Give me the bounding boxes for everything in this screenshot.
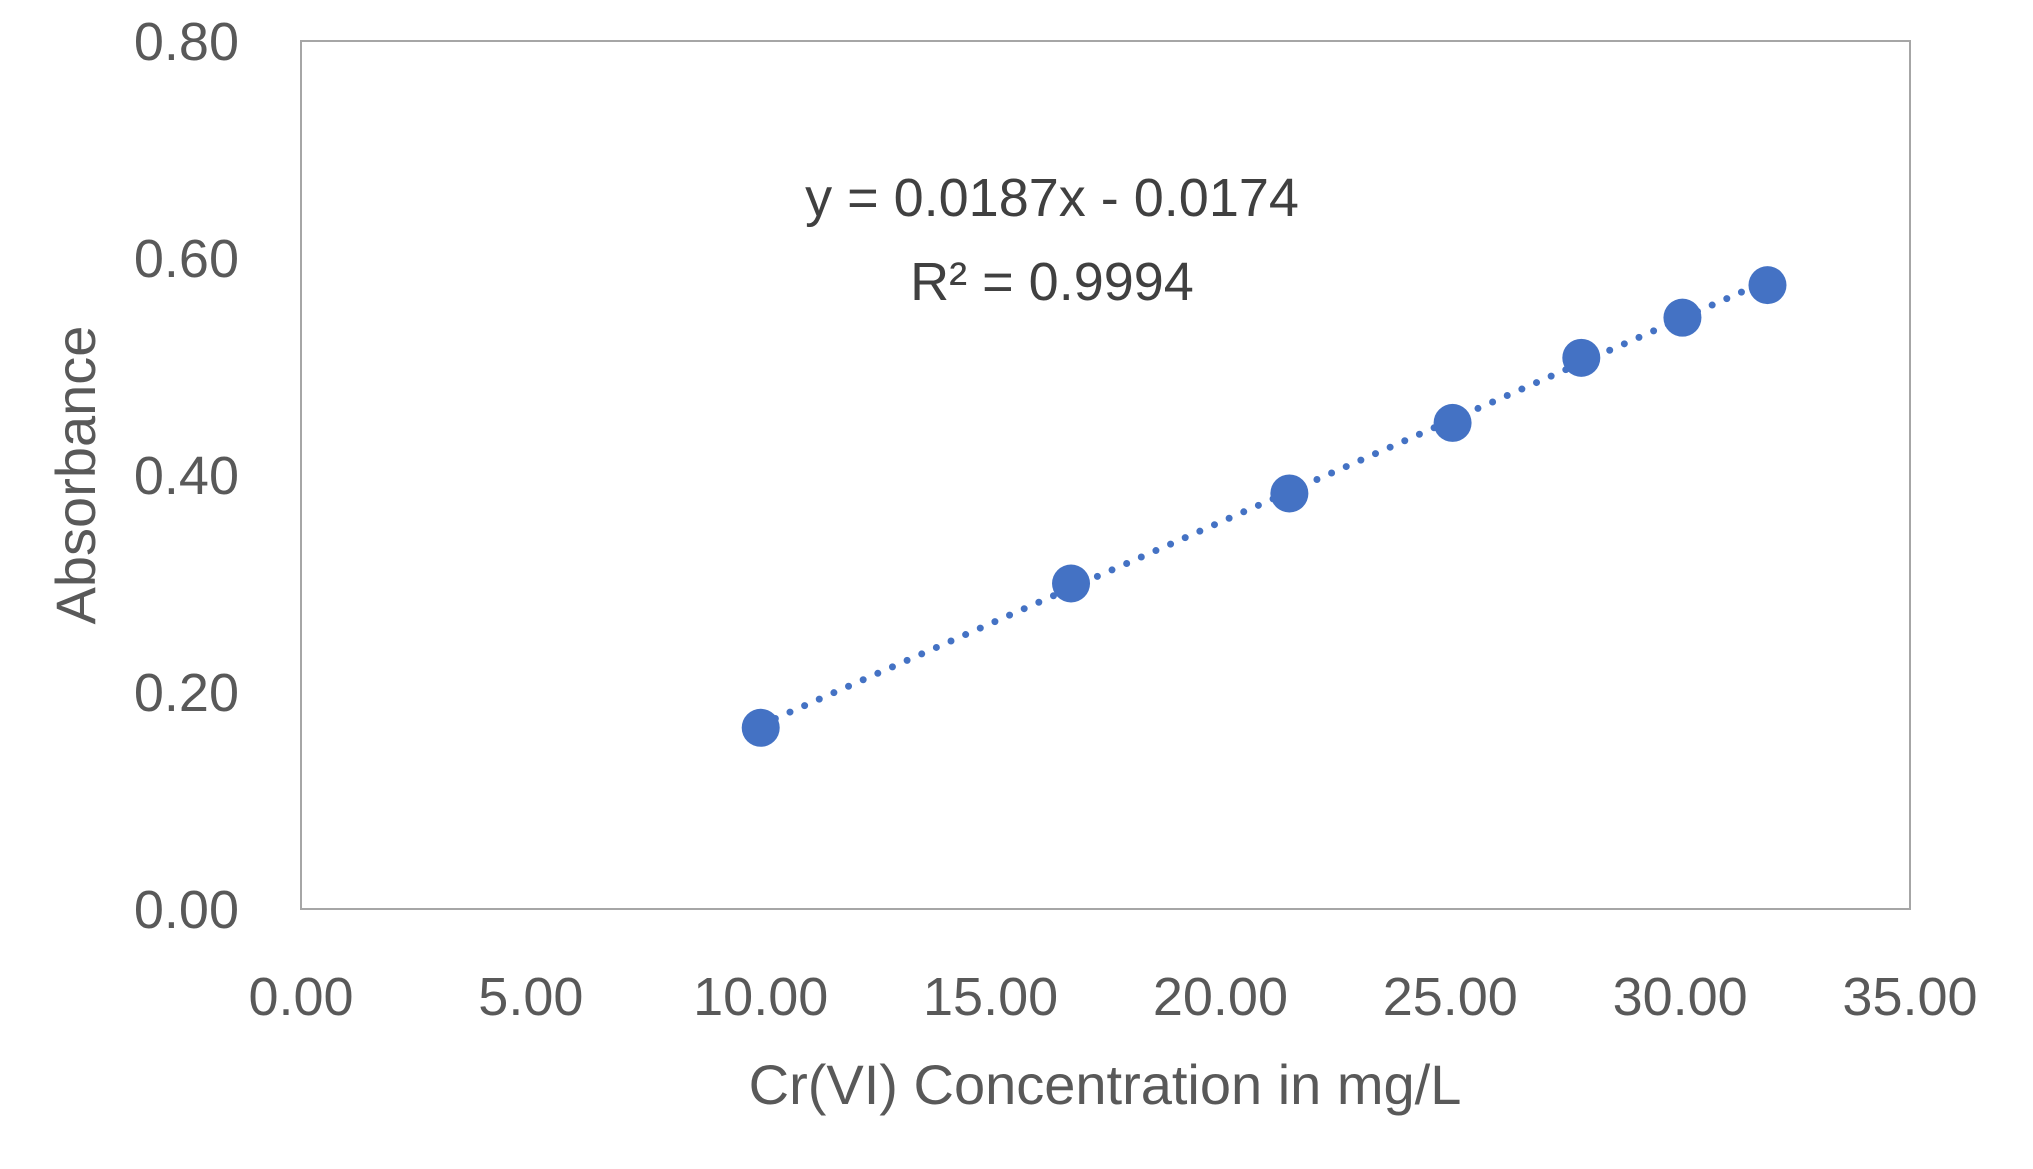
- y-tick-label: 0.40: [134, 446, 239, 506]
- x-tick-label: 5.00: [478, 967, 583, 1027]
- x-tick-label: 10.00: [693, 967, 828, 1027]
- x-tick-label: 30.00: [1613, 967, 1748, 1027]
- x-tick-label: 25.00: [1383, 967, 1518, 1027]
- x-tick-label: 15.00: [923, 967, 1058, 1027]
- data-point: [741, 708, 780, 747]
- y-axis-ticks: 0.00 0.20 0.40 0.60 0.80: [134, 12, 239, 940]
- data-point: [1270, 474, 1309, 513]
- data-point: [1663, 298, 1702, 337]
- x-axis-ticks: 0.00 5.00 10.00 15.00 20.00 25.00 30.00 35.00: [248, 967, 1977, 1027]
- plot-area: [300, 40, 1911, 910]
- x-tick-label: 20.00: [1153, 967, 1288, 1027]
- y-tick-label: 0.60: [134, 229, 239, 289]
- data-point: [1433, 403, 1472, 442]
- data-point: [1562, 338, 1601, 377]
- x-axis-title: Cr(VI) Concentration in mg/L: [749, 1053, 1462, 1116]
- x-tick-label: 35.00: [1842, 967, 1977, 1027]
- y-axis-title: Absorbance: [44, 326, 107, 625]
- y-tick-label: 0.80: [134, 12, 239, 72]
- x-tick-label: 0.00: [248, 967, 353, 1027]
- data-points: [741, 266, 1787, 747]
- data-point: [1748, 266, 1787, 305]
- y-tick-label: 0.20: [134, 663, 239, 723]
- r-squared-label: R² = 0.9994: [910, 252, 1194, 312]
- data-point: [1052, 564, 1091, 603]
- trendline-equation: y = 0.0187x - 0.0174: [805, 168, 1299, 228]
- y-tick-label: 0.00: [134, 880, 239, 940]
